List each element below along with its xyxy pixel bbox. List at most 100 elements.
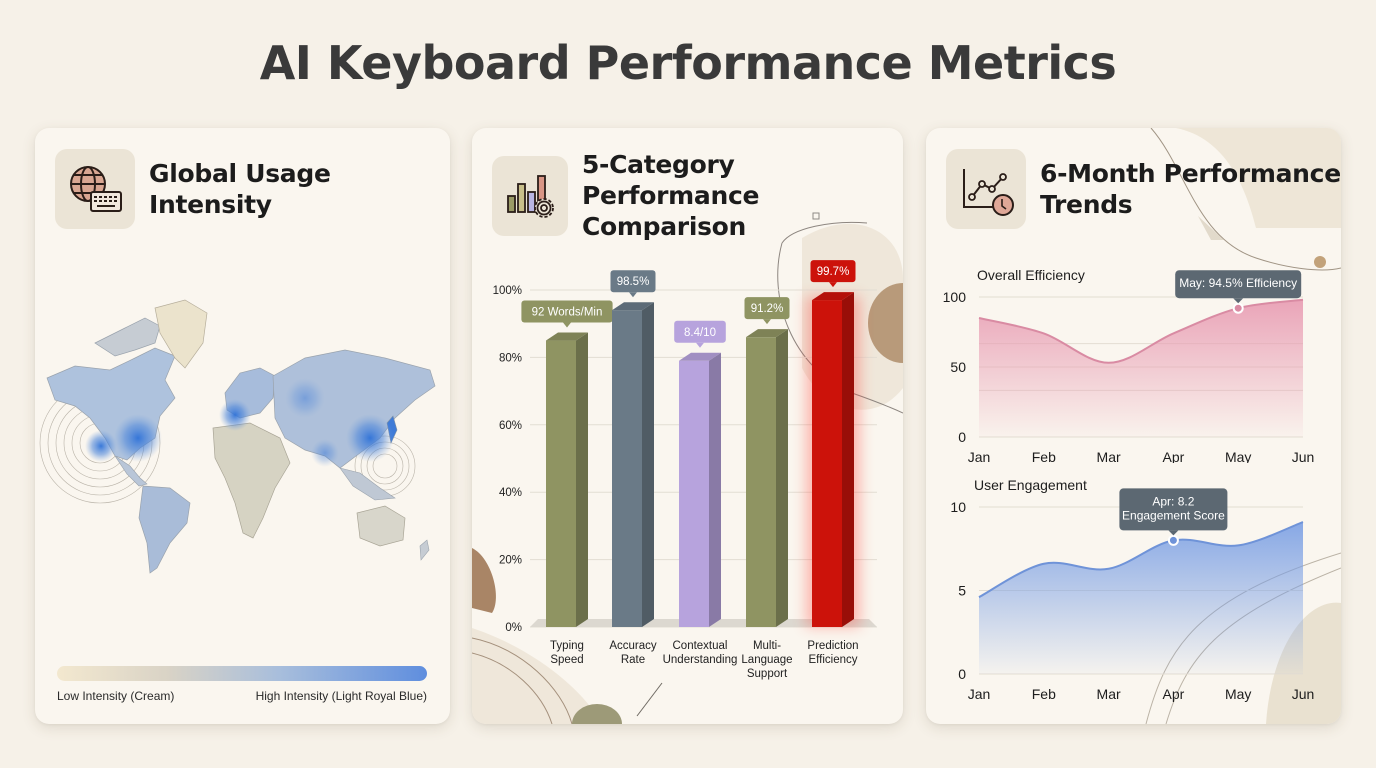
category-comparison-card: 5-Category Performance Comparison 0% 20% 4… bbox=[472, 128, 903, 724]
data-label: 8.4/10 bbox=[674, 320, 726, 348]
y-tick-label: 80% bbox=[499, 352, 522, 364]
engagement-area-chart: User Engagement 0 5 10 Jan Feb Mar Apr May Jun Apr… bbox=[950, 477, 1315, 702]
area-line bbox=[978, 521, 1304, 599]
bar-multi-language-support[interactable] bbox=[746, 329, 788, 627]
africa bbox=[212, 422, 291, 539]
x-category-label: Accuracy bbox=[609, 640, 657, 652]
y-tick-label: 5 bbox=[958, 583, 966, 599]
y-tick-label: 100 bbox=[943, 289, 967, 305]
x-category-label: Rate bbox=[621, 654, 645, 666]
south-america bbox=[138, 485, 191, 574]
tooltip: May: 94.5% Efficiency bbox=[1175, 270, 1302, 304]
data-label: 98.5% bbox=[610, 270, 656, 298]
x-tick-label: Feb bbox=[1032, 449, 1056, 463]
bar-typing-speed[interactable] bbox=[546, 332, 588, 627]
australia bbox=[356, 505, 406, 547]
y-tick-label: 60% bbox=[499, 420, 522, 432]
globe-keyboard-icon bbox=[55, 149, 135, 229]
x-tick-label: Jun bbox=[1292, 686, 1315, 702]
svg-text:91.2%: 91.2% bbox=[751, 303, 784, 315]
title-line-1: 6-Month Performance bbox=[1040, 159, 1341, 188]
world-heatmap bbox=[39, 299, 436, 574]
bar-chart-gear-icon bbox=[492, 155, 568, 236]
bar-prediction-efficiency[interactable] bbox=[806, 292, 860, 627]
area-line bbox=[978, 298, 1304, 364]
x-tick-label: Feb bbox=[1032, 686, 1056, 702]
title-line-2: Comparison bbox=[581, 212, 747, 241]
bar-chart: 0% 20% 40% 60% 80% 100% 92 Words/Min Typing Spee… bbox=[493, 260, 877, 680]
hotspot-europe bbox=[219, 399, 251, 431]
x-tick-label: Mar bbox=[1097, 449, 1121, 463]
x-tick-label: Apr bbox=[1163, 449, 1185, 463]
intensity-legend-bar bbox=[57, 666, 427, 681]
svg-text:99.7%: 99.7% bbox=[817, 266, 850, 278]
title-line-2: Trends bbox=[1040, 190, 1133, 219]
x-tick-label: May bbox=[1225, 449, 1251, 463]
svg-text:92 Words/Min: 92 Words/Min bbox=[532, 307, 603, 319]
y-tick-label: 0 bbox=[958, 429, 966, 445]
chart-title: Overall Efficiency bbox=[977, 267, 1085, 283]
svg-text:May: 94.5% Efficiency: May: 94.5% Efficiency bbox=[1179, 276, 1297, 290]
svg-text:Apr: 8.2: Apr: 8.2 bbox=[1152, 494, 1194, 508]
canada-arctic bbox=[94, 317, 161, 357]
central-america bbox=[114, 455, 148, 487]
x-category-label: Prediction bbox=[807, 640, 858, 652]
x-category-label: Language bbox=[741, 654, 792, 666]
x-category-label: Support bbox=[747, 668, 788, 680]
bar-contextual-understanding[interactable] bbox=[679, 352, 721, 627]
card-header: Global Usage Intensity bbox=[55, 149, 331, 229]
x-tick-label: Jun bbox=[1292, 449, 1315, 463]
line-chart-clock-icon bbox=[946, 149, 1026, 229]
data-label: 99.7% bbox=[810, 260, 856, 288]
hotspot-western-us bbox=[85, 430, 117, 462]
greenland bbox=[154, 299, 208, 369]
area-fill bbox=[979, 522, 1303, 674]
title-line-2: Intensity bbox=[149, 190, 272, 219]
bar-accuracy-rate[interactable] bbox=[612, 302, 654, 627]
card-title: 5-Category Performance Comparison bbox=[582, 149, 903, 242]
x-category-label: Multi- bbox=[753, 640, 781, 652]
x-category-label: Speed bbox=[550, 654, 583, 666]
legend-low-label: Low Intensity (Cream) bbox=[57, 689, 175, 703]
y-tick-label: 100% bbox=[493, 285, 522, 297]
card-header: 6-Month Performance Trends bbox=[946, 149, 1341, 229]
card-title: Global Usage Intensity bbox=[149, 158, 331, 220]
highlight-point[interactable] bbox=[1232, 302, 1244, 314]
y-tick-label: 0% bbox=[505, 622, 522, 634]
svg-text:Engagement Score: Engagement Score bbox=[1122, 508, 1225, 522]
x-category-label: Understanding bbox=[663, 654, 738, 666]
title-line-1: 5-Category Performance bbox=[581, 150, 760, 210]
page-title: AI Keyboard Performance Metrics bbox=[259, 36, 1117, 90]
legend-high-label: High Intensity (Light Royal Blue) bbox=[255, 689, 427, 703]
card-title: 6-Month Performance Trends bbox=[1040, 158, 1341, 220]
title-line-1: Global Usage bbox=[149, 159, 331, 188]
data-label: 92 Words/Min bbox=[521, 300, 613, 328]
southeast-asia bbox=[339, 467, 396, 501]
x-category-label: Efficiency bbox=[808, 654, 857, 666]
y-tick-label: 10 bbox=[950, 499, 966, 515]
x-tick-label: Mar bbox=[1097, 686, 1121, 702]
efficiency-area-chart: Overall Efficiency 0 50 100 Jan Feb Mar Apr May J… bbox=[943, 267, 1315, 463]
global-usage-card: Global Usage Intensity bbox=[35, 128, 450, 724]
x-category-label: Typing bbox=[550, 640, 584, 652]
decorative-background bbox=[1145, 128, 1341, 724]
hotspot-east-asia bbox=[346, 414, 394, 462]
y-tick-label: 50 bbox=[950, 359, 966, 375]
y-tick-label: 40% bbox=[499, 487, 522, 499]
card-header: 5-Category Performance Comparison bbox=[492, 149, 903, 242]
x-tick-label: Jan bbox=[968, 449, 991, 463]
svg-text:8.4/10: 8.4/10 bbox=[684, 327, 716, 339]
x-category-label: Contextual bbox=[673, 640, 728, 652]
y-tick-label: 20% bbox=[499, 555, 522, 567]
area-fill bbox=[979, 299, 1303, 437]
new-zealand bbox=[419, 539, 430, 561]
hotspot-eastern-us bbox=[114, 414, 162, 462]
x-tick-label: Jan bbox=[968, 686, 991, 702]
data-label: 91.2% bbox=[744, 297, 790, 325]
highlight-point[interactable] bbox=[1167, 534, 1179, 546]
x-tick-label: May bbox=[1225, 686, 1251, 702]
chart-title: User Engagement bbox=[974, 477, 1087, 493]
y-tick-label: 0 bbox=[958, 666, 966, 682]
svg-text:98.5%: 98.5% bbox=[617, 276, 650, 288]
